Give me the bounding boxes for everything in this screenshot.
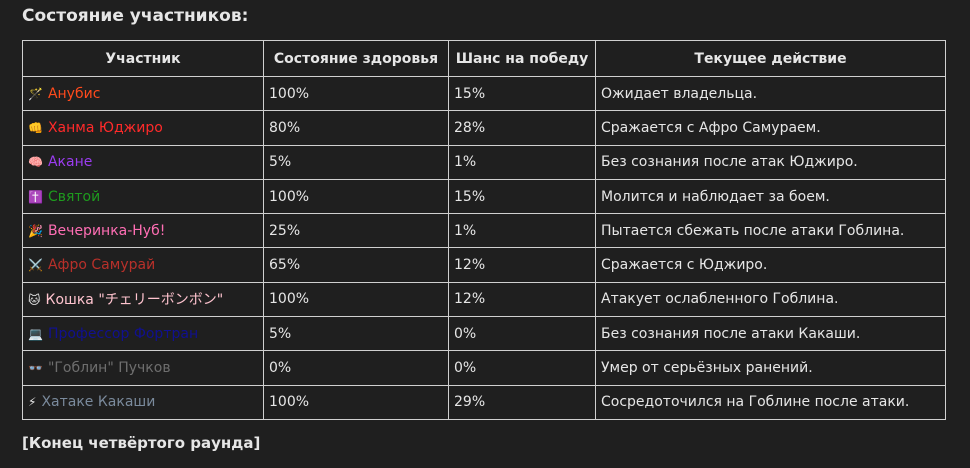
- action-cell: Умер от серьёзных ранений.: [595, 350, 946, 386]
- chance-cell: 29%: [448, 384, 596, 420]
- participant-name: Акане: [47, 154, 93, 171]
- participant-cell: ✝️ Святой: [22, 178, 264, 215]
- health-cell: 80%: [263, 110, 449, 146]
- participant-icon: 🎉: [28, 223, 43, 238]
- participant-cell: 👓 "Гоблин" Пучков: [22, 350, 264, 386]
- participant-cell: 🧠 Акане: [22, 144, 264, 180]
- participant-name: Ханма Юджиро: [47, 119, 163, 136]
- participant-icon: ⚔️: [28, 258, 43, 273]
- table-row: 🐱 Кошка "チェリーボンボン" 100% 12% Атакует ослаблен…: [22, 281, 946, 318]
- health-cell: 5%: [263, 144, 449, 180]
- participant-name: Кошка "チェリーボンボン": [45, 292, 224, 309]
- table-row: 👊 Ханма Юджиро 80% 28% Сражается с Афро Саму…: [22, 110, 946, 146]
- header-cell: Состояние здоровья: [263, 40, 449, 77]
- participant-cell: ⚔️ Афро Самурай: [22, 247, 264, 283]
- action-cell: Ожидает владельца.: [595, 75, 946, 112]
- chance-cell: 12%: [448, 281, 596, 318]
- chance-cell: 15%: [448, 178, 596, 215]
- table-row: 🪄 Анубис 100% 15% Ожидает владельца.: [22, 75, 946, 112]
- participant-name: "Гоблин" Пучков: [47, 360, 171, 377]
- participants-table: Участник Состояние здоровья Шанс на победу…: [22, 40, 946, 420]
- participant-cell: 💻 Профессор Фортран: [22, 316, 264, 352]
- footer: [Конец четвёртого раунда]: [22, 434, 261, 452]
- chance-cell: 1%: [448, 213, 596, 249]
- participant-name: Святой: [47, 188, 101, 205]
- header-cell: Шанс на победу: [448, 40, 596, 77]
- table-row: 💻 Профессор Фортран 5% 0% Без сознания после…: [22, 316, 946, 352]
- title: Состояние участников:: [22, 6, 249, 26]
- chance-cell: 1%: [448, 144, 596, 180]
- participant-icon: ✝️: [28, 189, 43, 204]
- action-cell: Молится и наблюдает за боем.: [595, 178, 946, 215]
- table-body: 🪄 Анубис 100% 15% Ожидает владельца. 👊 Ханма Ю…: [22, 75, 946, 420]
- participant-name: Хатаке Какаши: [41, 394, 156, 411]
- table-row: ⚡ Хатаке Какаши 100% 29% Сосредоточился на Г…: [22, 384, 946, 420]
- action-cell: Сражается с Юджиро.: [595, 247, 946, 283]
- participant-icon: 🐱: [28, 293, 41, 308]
- participant-cell: 🐱 Кошка "チェリーボンボン": [22, 281, 264, 318]
- participant-name: Вечеринка-Нуб!: [47, 222, 166, 239]
- table-row: ✝️ Святой 100% 15% Молится и наблюдает за бо…: [22, 178, 946, 215]
- chance-cell: 28%: [448, 110, 596, 146]
- participant-name: Профессор Фортран: [47, 325, 199, 342]
- health-cell: 100%: [263, 281, 449, 318]
- health-cell: 100%: [263, 384, 449, 420]
- participant-icon: 👊: [28, 120, 43, 135]
- header-cell: Текущее действие: [595, 40, 946, 77]
- participant-icon: 🧠: [28, 155, 43, 170]
- chance-cell: 0%: [448, 350, 596, 386]
- chance-cell: 12%: [448, 247, 596, 283]
- health-cell: 100%: [263, 75, 449, 112]
- header-row: Участник Состояние здоровья Шанс на победу…: [22, 40, 946, 77]
- health-cell: 0%: [263, 350, 449, 386]
- participant-name: Анубис: [47, 85, 101, 102]
- participant-icon: 💻: [28, 326, 43, 341]
- health-cell: 5%: [263, 316, 449, 352]
- health-cell: 25%: [263, 213, 449, 249]
- table-row: 🧠 Акане 5% 1% Без сознания после атак Юджиро…: [22, 144, 946, 180]
- participant-cell: 🪄 Анубис: [22, 75, 264, 112]
- table-row: ⚔️ Афро Самурай 65% 12% Сражается с Юджиро.: [22, 247, 946, 283]
- action-cell: Пытается сбежать после атаки Гоблина.: [595, 213, 946, 249]
- participant-cell: 👊 Ханма Юджиро: [22, 110, 264, 146]
- participant-icon: ⚡: [28, 395, 37, 410]
- action-cell: Атакует ослабленного Гоблина.: [595, 281, 946, 318]
- table-row: 🎉 Вечеринка-Нуб! 25% 1% Пытается сбежать пос…: [22, 213, 946, 249]
- participant-name: Афро Самурай: [47, 257, 156, 274]
- chance-cell: 15%: [448, 75, 596, 112]
- action-cell: Без сознания после атаки Какаши.: [595, 316, 946, 352]
- participant-icon: 👓: [28, 361, 43, 376]
- participant-icon: 🪄: [28, 86, 43, 101]
- table-header: Участник Состояние здоровья Шанс на победу…: [22, 40, 946, 77]
- header-cell: Участник: [22, 40, 264, 77]
- table-row: 👓 "Гоблин" Пучков 0% 0% Умер от серьёзных ра…: [22, 350, 946, 386]
- chance-cell: 0%: [448, 316, 596, 352]
- health-cell: 65%: [263, 247, 449, 283]
- participant-cell: ⚡ Хатаке Какаши: [22, 384, 264, 420]
- health-cell: 100%: [263, 178, 449, 215]
- action-cell: Без сознания после атак Юджиро.: [595, 144, 946, 180]
- participant-cell: 🎉 Вечеринка-Нуб!: [22, 213, 264, 249]
- action-cell: Сосредоточился на Гоблине после атаки.: [595, 384, 946, 420]
- action-cell: Сражается с Афро Самураем.: [595, 110, 946, 146]
